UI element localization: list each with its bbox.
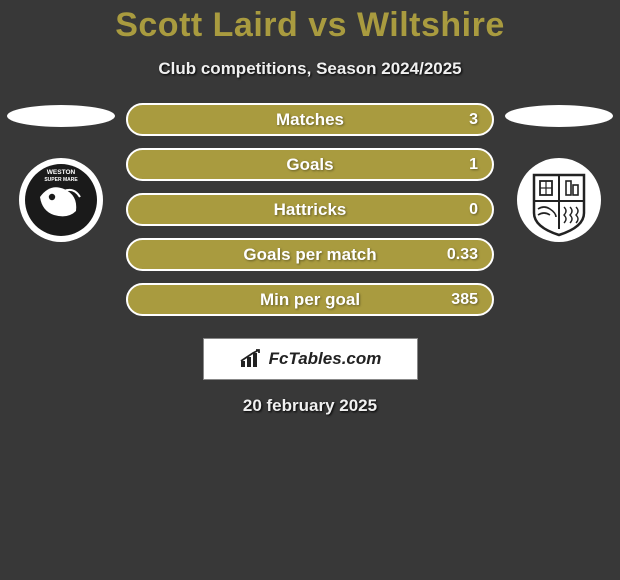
stat-label: Matches (276, 110, 344, 130)
right-side (504, 103, 614, 243)
brand-attribution[interactable]: FcTables.com (203, 338, 418, 380)
svg-text:SUPER MARE: SUPER MARE (44, 177, 78, 183)
svg-text:WESTON: WESTON (47, 169, 76, 176)
stat-goals-per-match: Goals per match 0.33 (126, 238, 494, 271)
subtitle: Club competitions, Season 2024/2025 (0, 59, 620, 79)
bar-chart-icon (239, 349, 265, 369)
date-label: 20 february 2025 (0, 396, 620, 416)
weston-super-mare-badge: WESTON SUPER MARE (18, 157, 104, 243)
stats-column: Matches 3 Goals 1 Hattricks 0 Goals per … (126, 103, 494, 316)
stat-right-value: 0.33 (447, 246, 478, 264)
brand-text: FcTables.com (269, 349, 382, 369)
stat-label: Goals (286, 155, 333, 175)
wiltshire-badge (516, 157, 602, 243)
stat-right-value: 1 (469, 156, 478, 174)
right-ellipse (505, 105, 613, 127)
stat-right-value: 3 (469, 111, 478, 129)
club-crest-left-icon: WESTON SUPER MARE (18, 157, 104, 243)
stat-goals: Goals 1 (126, 148, 494, 181)
left-ellipse (7, 105, 115, 127)
page-title: Scott Laird vs Wiltshire (0, 6, 620, 45)
stat-hattricks: Hattricks 0 (126, 193, 494, 226)
stat-label: Min per goal (260, 290, 360, 310)
stat-matches: Matches 3 (126, 103, 494, 136)
left-side: WESTON SUPER MARE (6, 103, 116, 243)
main-row: WESTON SUPER MARE Matches 3 Goals 1 Hatt… (0, 103, 620, 316)
stat-right-value: 0 (469, 201, 478, 219)
comparison-widget: Scott Laird vs Wiltshire Club competitio… (0, 0, 620, 416)
stat-min-per-goal: Min per goal 385 (126, 283, 494, 316)
stat-right-value: 385 (451, 291, 478, 309)
club-crest-right-icon (516, 157, 602, 243)
stat-label: Hattricks (274, 200, 347, 220)
stat-label: Goals per match (243, 245, 376, 265)
